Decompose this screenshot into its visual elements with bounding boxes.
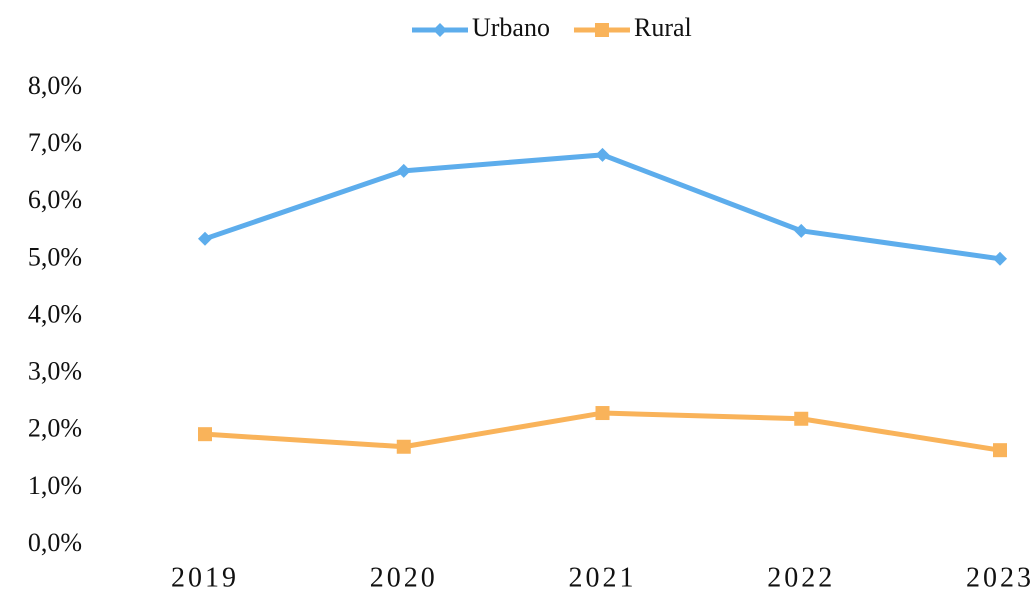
data-point bbox=[595, 147, 610, 162]
y-tick-label: 6,0% bbox=[28, 185, 82, 214]
data-point bbox=[595, 406, 610, 421]
legend-marker bbox=[594, 23, 609, 37]
x-tick-label: 2019 bbox=[171, 562, 239, 593]
y-tick-label: 1,0% bbox=[28, 471, 82, 500]
data-point bbox=[993, 251, 1007, 266]
y-tick-label: 2,0% bbox=[28, 414, 82, 443]
legend-label: Rural bbox=[634, 13, 692, 42]
x-tick-label: 2021 bbox=[569, 562, 637, 593]
x-tick-label: 2023 bbox=[966, 562, 1034, 593]
data-point bbox=[396, 163, 411, 178]
data-point bbox=[794, 223, 809, 238]
y-tick-label: 3,0% bbox=[28, 357, 82, 386]
data-point bbox=[993, 443, 1007, 458]
data-point bbox=[198, 231, 212, 246]
legend-label: Urbano bbox=[472, 13, 550, 42]
data-point bbox=[198, 427, 212, 442]
legend-marker bbox=[433, 23, 447, 37]
data-point bbox=[794, 411, 809, 426]
y-tick-label: 8,0% bbox=[28, 71, 82, 100]
x-tick-label: 2022 bbox=[767, 562, 835, 593]
x-tick-label: 2020 bbox=[370, 562, 438, 593]
data-point bbox=[396, 439, 411, 454]
y-tick-label: 5,0% bbox=[28, 242, 82, 271]
y-tick-label: 0,0% bbox=[28, 528, 82, 557]
series-line bbox=[204, 152, 1001, 262]
y-tick-label: 7,0% bbox=[28, 128, 82, 157]
y-tick-label: 4,0% bbox=[28, 299, 82, 328]
